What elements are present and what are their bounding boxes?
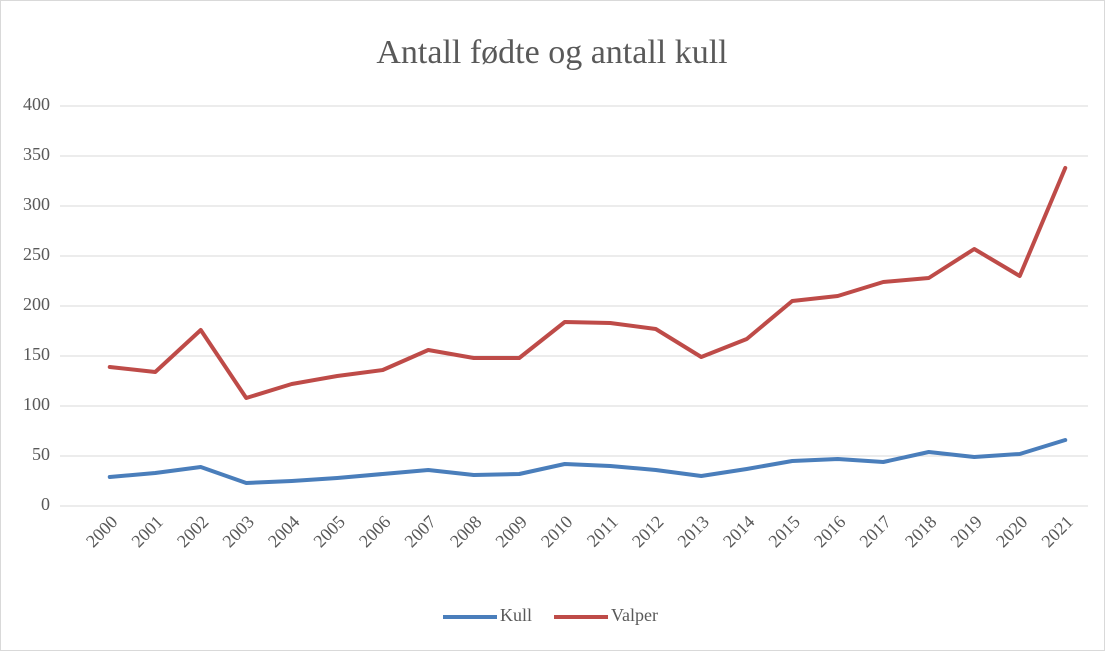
y-tick-label: 350 [23,144,50,164]
y-tick-label: 150 [23,344,50,364]
y-tick-label: 300 [23,194,50,214]
line-series [107,166,1068,400]
y-tick-label: 50 [32,444,50,464]
y-tick-label: 400 [23,94,50,114]
y-tick-label: 0 [41,494,50,514]
chart-title: Antall fødte og antall kull [376,34,727,71]
y-tick-label: 250 [23,244,50,264]
legend-label: Kull [500,605,532,625]
legend-label: Valper [611,605,658,625]
line-series [107,438,1068,485]
y-tick-label: 200 [23,294,50,314]
y-tick-label: 100 [23,394,50,414]
